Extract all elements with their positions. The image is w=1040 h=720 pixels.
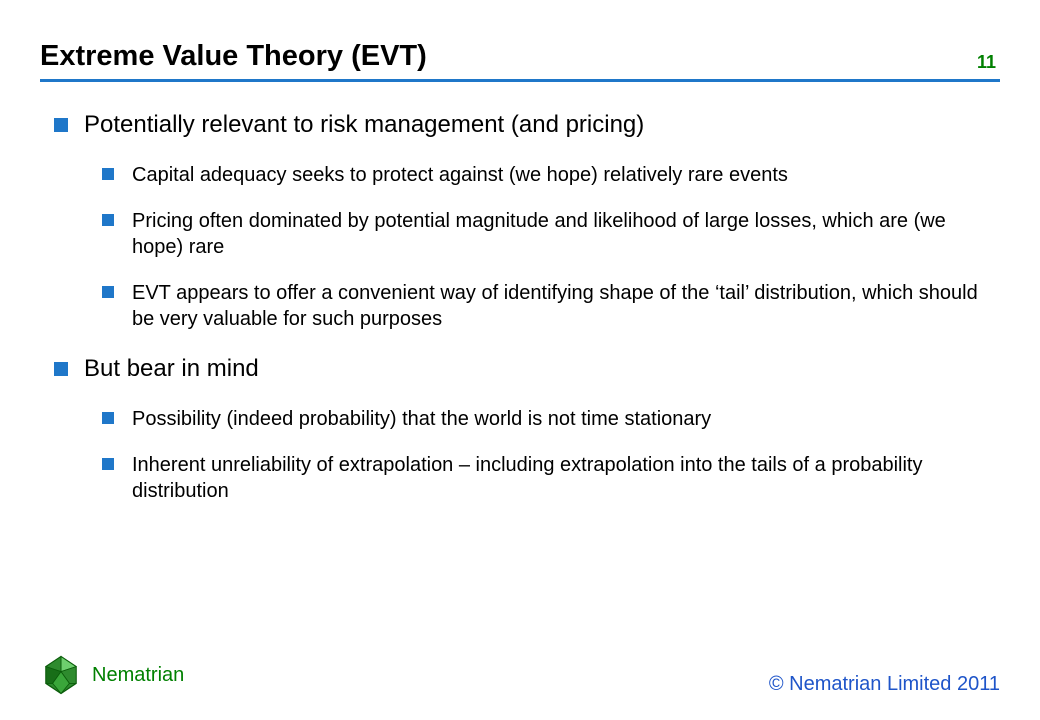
page-number: 11 <box>977 52 1000 73</box>
bullet-level2: EVT appears to offer a convenient way of… <box>102 280 990 332</box>
bullet-text: Potentially relevant to risk management … <box>84 111 644 138</box>
bullet-list-level2: Capital adequacy seeks to protect agains… <box>84 162 990 332</box>
bullet-level1: Potentially relevant to risk management … <box>50 110 990 332</box>
bullet-list-level2: Possibility (indeed probability) that th… <box>84 406 990 504</box>
bullet-text: But bear in mind <box>84 355 259 382</box>
bullet-level2: Capital adequacy seeks to protect agains… <box>102 162 990 188</box>
brand-name: Nematrian <box>92 664 184 687</box>
logo-icon <box>40 654 82 696</box>
brand: Nematrian <box>40 654 184 696</box>
bullet-level2: Pricing often dominated by potential mag… <box>102 208 990 260</box>
bullet-level1: But bear in mind Possibility (indeed pro… <box>50 354 990 504</box>
slide-content: Potentially relevant to risk management … <box>40 82 1000 504</box>
copyright-text: © Nematrian Limited 2011 <box>769 673 1000 696</box>
bullet-list-level1: Potentially relevant to risk management … <box>50 110 990 504</box>
slide-header: Extreme Value Theory (EVT) 11 <box>40 40 1000 82</box>
bullet-level2: Possibility (indeed probability) that th… <box>102 406 990 432</box>
slide-footer: Nematrian © Nematrian Limited 2011 <box>40 654 1000 696</box>
slide: Extreme Value Theory (EVT) 11 Potentiall… <box>0 0 1040 720</box>
bullet-level2: Inherent unreliability of extrapolation … <box>102 452 990 504</box>
slide-title: Extreme Value Theory (EVT) <box>40 40 427 73</box>
